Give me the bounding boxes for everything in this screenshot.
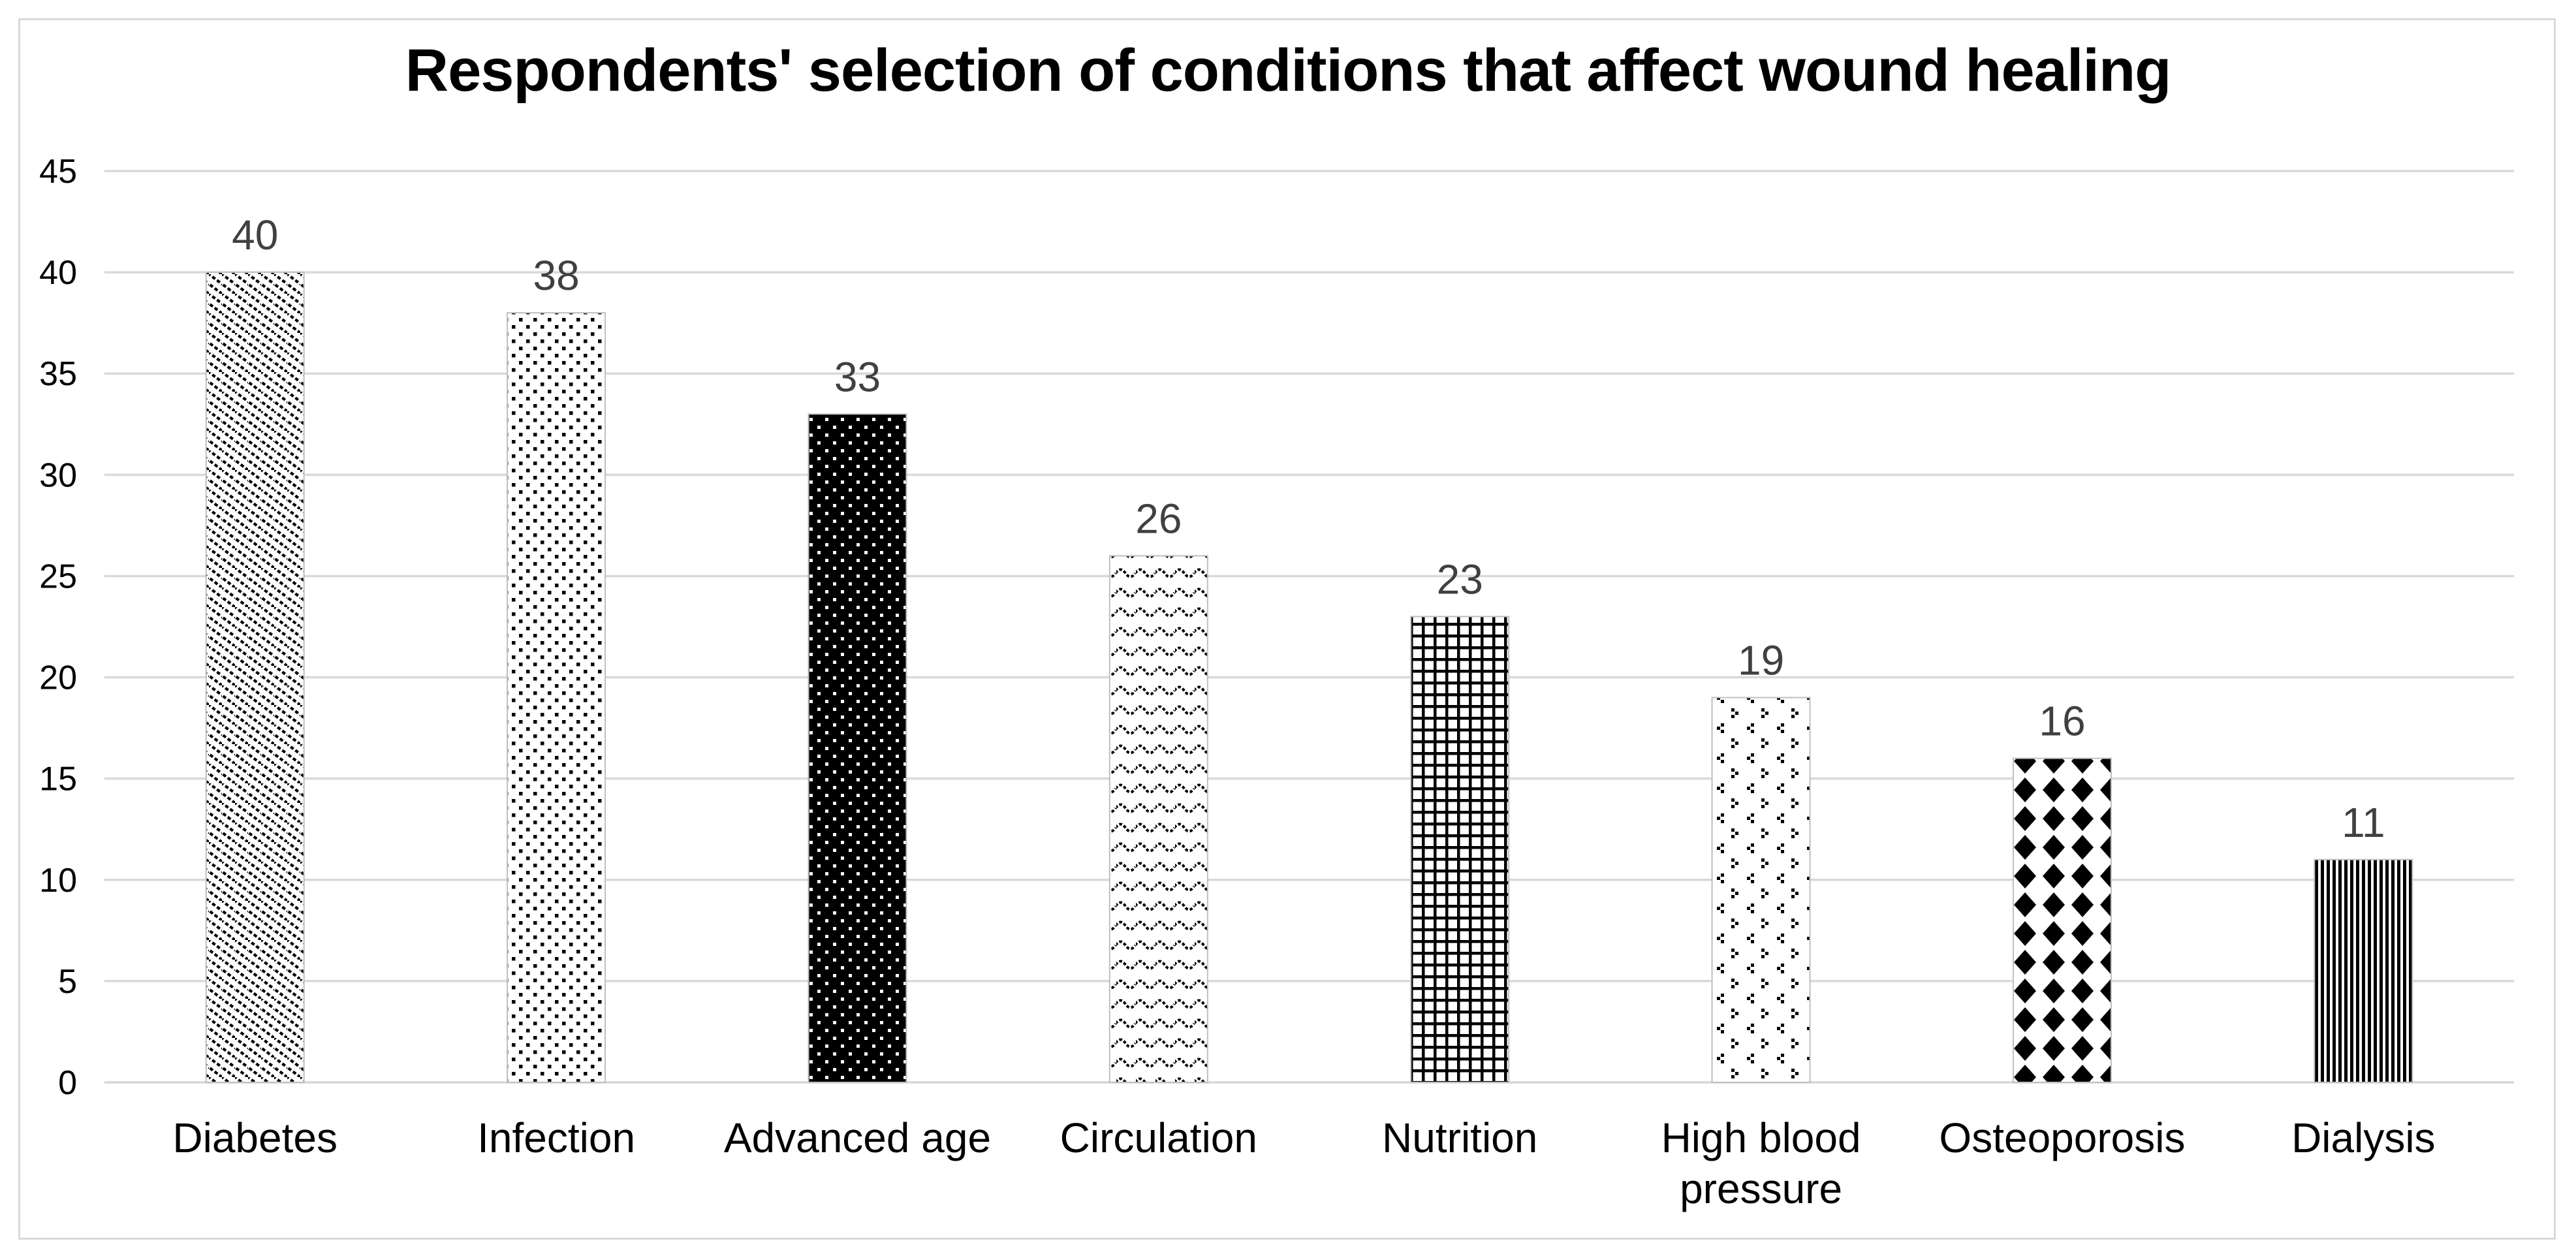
bar-value-label: 38	[533, 252, 579, 299]
bar-value-label: 16	[2039, 698, 2085, 745]
y-tick-label: 10	[39, 862, 77, 900]
bar-diabetes	[205, 272, 305, 1084]
y-tick-label: 25	[39, 557, 77, 595]
bar-value-label: 33	[834, 353, 881, 400]
chart-title: Respondents' selection of conditions tha…	[405, 37, 2172, 104]
y-tick-label: 5	[58, 963, 77, 1001]
bar-value-label: 23	[1437, 556, 1483, 603]
bar-value-label: 26	[1135, 495, 1182, 542]
bar-value-label: 19	[1738, 637, 1784, 684]
y-tick-label: 0	[58, 1064, 77, 1102]
y-axis-tick-labels: 0 5 10 15 20 25 30 35 40 45	[39, 153, 77, 1102]
y-tick-label: 20	[39, 659, 77, 697]
y-tick-label: 35	[39, 355, 77, 393]
bar-circulation	[1108, 555, 1208, 1083]
y-tick-label: 45	[39, 153, 77, 191]
bar-value-label: 11	[2342, 799, 2385, 846]
bars-layer	[205, 272, 2413, 1084]
category-labels-layer: Diabetes Infection Advanced age Circulation…	[172, 1114, 2435, 1212]
category-label-infection: Infection	[477, 1114, 635, 1161]
gridlines-layer	[104, 170, 2514, 1084]
category-label-nutrition: Nutrition	[1382, 1114, 1537, 1161]
category-label-high-blood-pressure: High blood	[1661, 1114, 1861, 1161]
bar-value-label: 40	[232, 212, 278, 259]
bar-nutrition	[1410, 616, 1510, 1083]
category-label-circulation: Circulation	[1060, 1114, 1257, 1161]
category-label-osteoporosis: Osteoporosis	[1939, 1114, 2185, 1161]
category-label-dialysis: Dialysis	[2291, 1114, 2435, 1161]
bar-infection	[507, 312, 606, 1084]
data-labels-layer: 40 38 33 26 23 19 16 11	[232, 212, 2385, 846]
y-tick-label: 30	[39, 456, 77, 494]
bar-high-blood-pressure	[1711, 697, 1811, 1083]
bar-dialysis	[2314, 858, 2413, 1084]
category-label-diabetes: Diabetes	[172, 1114, 338, 1161]
chart-frame	[18, 18, 2556, 1240]
category-label-advanced-age: Advanced age	[724, 1114, 991, 1161]
bar-advanced-age	[808, 413, 907, 1083]
y-tick-label: 40	[39, 254, 77, 292]
category-label-high-blood-pressure: pressure	[1680, 1165, 1842, 1212]
bar-osteoporosis	[2012, 757, 2112, 1083]
y-tick-label: 15	[39, 761, 77, 798]
